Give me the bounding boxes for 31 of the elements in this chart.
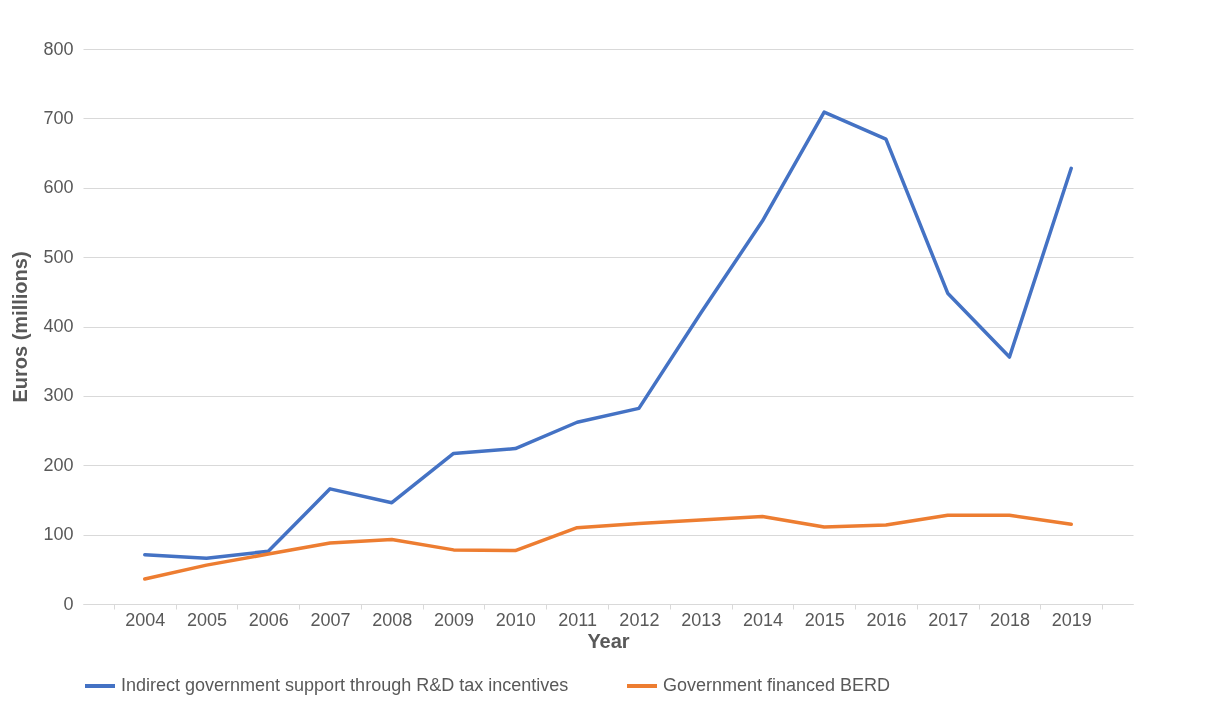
y-tick-label: 800 [43, 38, 74, 59]
x-tick-label: 2008 [372, 609, 413, 630]
y-tick-label: 400 [43, 316, 74, 336]
legend-label: Indirect government support through R&D tax incentives [121, 675, 569, 695]
x-tick-label: 2010 [495, 609, 536, 630]
x-tick-label: 2006 [248, 609, 289, 630]
x-tick-label: 2005 [187, 609, 228, 630]
line-series [143, 110, 1073, 560]
x-axis-title: Year [587, 629, 630, 652]
x-tick-label: 2007 [310, 609, 351, 630]
y-axis-title: Euros (millions) [9, 251, 32, 403]
x-tick-label: 2017 [928, 609, 969, 630]
x-tick-label: 2011 [558, 609, 597, 630]
x-tick-label: 2012 [619, 609, 660, 630]
y-tick-label: 600 [43, 177, 74, 198]
x-tick-label: 2015 [804, 609, 845, 630]
y-tick-label: 700 [43, 107, 74, 128]
line-series [143, 513, 1073, 581]
x-tick-label: 2018 [989, 609, 1030, 630]
y-tick-label: 500 [43, 246, 74, 267]
y-tick-label: 200 [43, 454, 74, 475]
x-tick-label: 2016 [866, 609, 907, 630]
y-tick-label: 100 [43, 524, 74, 545]
y-tick-label: 300 [43, 385, 74, 406]
x-tick-label: 2004 [125, 609, 166, 630]
legend-label: Government financed BERD [663, 675, 891, 695]
x-tick-label: 2013 [681, 609, 722, 630]
x-tick-label: 2014 [742, 609, 783, 630]
x-tick-label: 2019 [1051, 609, 1092, 630]
x-tick-label: 2009 [434, 609, 475, 630]
y-tick-label: 0 [63, 593, 74, 614]
